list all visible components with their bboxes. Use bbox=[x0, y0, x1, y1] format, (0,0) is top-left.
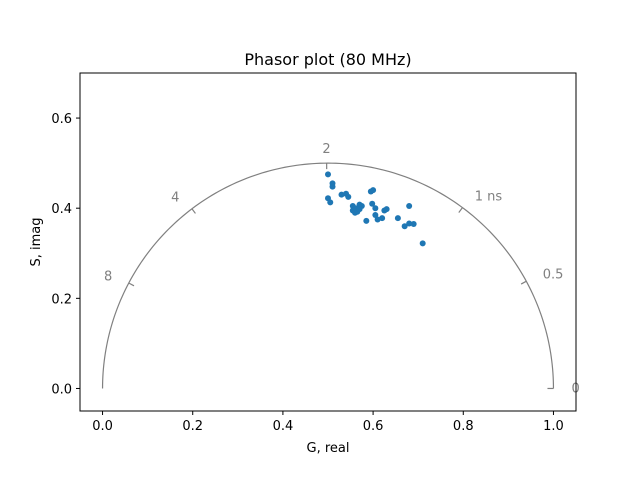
x-tick-label: 0.6 bbox=[363, 419, 384, 434]
data-point bbox=[372, 211, 379, 218]
data-point bbox=[325, 171, 331, 178]
universal-semicircle bbox=[101, 162, 555, 389]
lifetime-label: 8 bbox=[104, 269, 112, 284]
data-point bbox=[338, 191, 345, 198]
y-tick-label: 0.2 bbox=[51, 292, 72, 307]
data-point bbox=[363, 217, 370, 224]
x-tick-label: 0.4 bbox=[273, 419, 294, 434]
lifetime-tick bbox=[191, 208, 196, 214]
data-point bbox=[372, 205, 379, 212]
data-point bbox=[327, 199, 334, 206]
x-tick-label: 0.0 bbox=[92, 419, 113, 434]
data-point bbox=[329, 183, 336, 190]
data-point bbox=[406, 202, 413, 209]
data-point bbox=[374, 216, 381, 223]
plot-frame bbox=[79, 72, 577, 412]
data-point bbox=[370, 187, 377, 194]
lifetime-label: 4 bbox=[171, 190, 179, 205]
lifetime-label: 1 ns bbox=[475, 190, 503, 205]
x-axis-title: G, real bbox=[307, 441, 350, 456]
lifetime-tick bbox=[458, 207, 463, 213]
x-tick-label: 0.2 bbox=[182, 419, 203, 434]
data-point bbox=[406, 220, 413, 227]
lifetime-tick bbox=[520, 280, 527, 285]
data-point bbox=[401, 223, 408, 230]
lifetime-tick bbox=[128, 282, 135, 287]
data-point bbox=[345, 193, 352, 200]
chart-title: Phasor plot (80 MHz) bbox=[244, 50, 411, 69]
x-tick-label: 1.0 bbox=[543, 419, 564, 434]
data-point bbox=[352, 205, 359, 212]
y-tick-label: 0.6 bbox=[51, 112, 72, 127]
data-point bbox=[356, 206, 363, 213]
y-tick-label: 0.4 bbox=[51, 202, 72, 217]
data-point bbox=[410, 220, 417, 227]
data-point bbox=[369, 200, 376, 207]
data-point bbox=[379, 215, 386, 222]
data-point bbox=[383, 206, 390, 213]
x-tick-label: 0.8 bbox=[453, 419, 474, 434]
data-point bbox=[419, 240, 426, 247]
y-axis-title: S, imag bbox=[29, 217, 44, 266]
lifetime-label: 2 bbox=[322, 142, 330, 157]
lifetime-label: 0.5 bbox=[543, 268, 564, 283]
y-tick-label: 0.0 bbox=[51, 382, 72, 397]
data-point bbox=[394, 215, 401, 222]
